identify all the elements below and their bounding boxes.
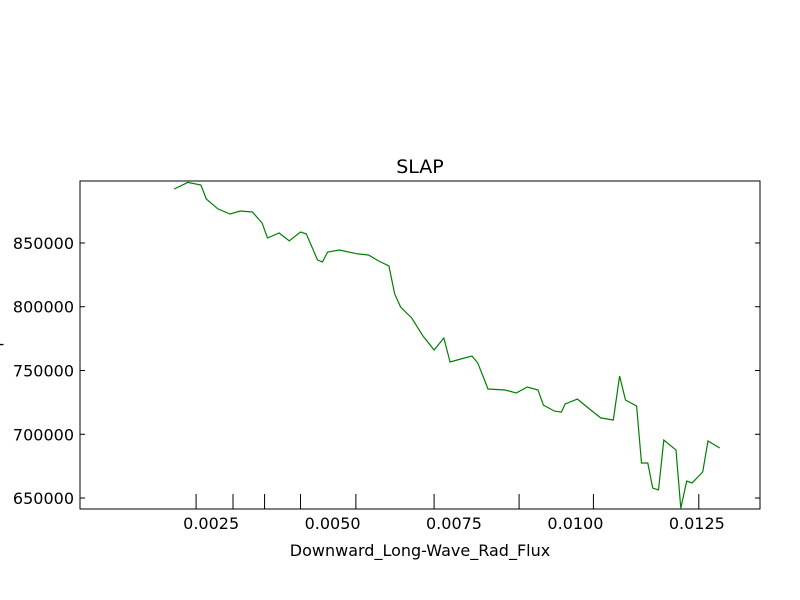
y-tick-label: 800000	[13, 298, 74, 317]
y-tick-label: 750000	[13, 362, 74, 381]
y-tick-label: 650000	[13, 489, 74, 508]
x-tick-label: 0.0075	[426, 514, 482, 533]
y-tick-label: 850000	[13, 234, 74, 253]
line	[173, 181, 721, 509]
x-tick-label: 0.0125	[669, 514, 725, 533]
x-tick-label: 0.0100	[547, 514, 603, 533]
plot-frame	[79, 180, 761, 510]
x-axis-label: Downward_Long-Wave_Rad_Flux	[290, 541, 550, 561]
y-axis-label: Partial dependence	[0, 268, 4, 422]
x-tick-label: 0.0025	[183, 514, 239, 533]
x-tick-label: 0.0050	[305, 514, 361, 533]
chart-title: SLAP	[396, 156, 444, 178]
y-tick-label: 700000	[13, 425, 74, 444]
